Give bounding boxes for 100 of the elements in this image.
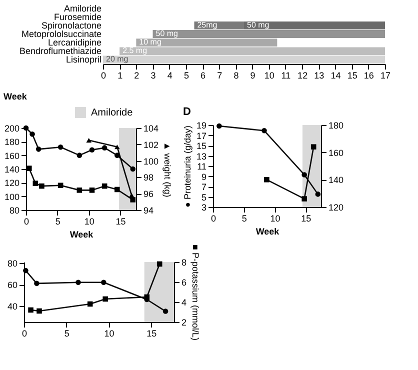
- y2-tick-label: 2: [182, 318, 187, 328]
- x-tick-label: 13: [314, 70, 324, 80]
- x-tick-label: 10: [84, 216, 94, 226]
- y2-tick-label: 102: [144, 140, 159, 150]
- x-tick-label: 14: [330, 70, 341, 80]
- annotation: 50 mg: [247, 20, 270, 30]
- y2-tick-label: 94: [144, 206, 154, 216]
- y-tick-label: 80: [9, 206, 20, 216]
- x-axis-title: Week: [70, 230, 94, 240]
- x-tick-label: 2: [134, 70, 140, 80]
- y2-tick-label: 120: [328, 202, 344, 212]
- point: [89, 147, 95, 153]
- point: [101, 280, 106, 285]
- x-tick-label: 5: [184, 70, 189, 80]
- x-tick-label: 1: [118, 70, 123, 80]
- y2-tick-label: 104: [144, 124, 159, 134]
- x-tick-label: 0: [24, 216, 30, 226]
- point: [58, 144, 64, 150]
- point: [36, 146, 42, 152]
- point: [102, 296, 108, 302]
- y-tick-label: 120: [4, 178, 20, 188]
- point: [23, 268, 28, 274]
- x-tick-label: 5: [242, 214, 247, 224]
- point: [162, 308, 168, 314]
- point: [86, 138, 92, 143]
- y-tick-label: Bendroflumethiazide: [19, 46, 102, 56]
- x-tick-label: 0: [100, 70, 106, 80]
- y-tick-label: 160: [4, 150, 20, 161]
- annotation: 2.5 mg: [122, 46, 148, 56]
- x-tick-label: 10: [270, 214, 280, 224]
- y2-tick-label: 140: [328, 175, 344, 186]
- x-tick-label: 4: [167, 70, 172, 80]
- point: [262, 128, 267, 134]
- point: [76, 152, 82, 158]
- bar: [152, 30, 385, 38]
- point: [128, 192, 134, 198]
- x-tick-label: 8: [234, 70, 239, 80]
- y-tick-label: 17: [196, 130, 206, 141]
- point: [28, 307, 34, 313]
- y2-tick-label: 180: [328, 120, 344, 130]
- x-tick-label: 7: [217, 70, 222, 80]
- point: [76, 280, 81, 285]
- x-tick-label: 17: [380, 70, 391, 80]
- y2-axis-title: ▲ weight (kg): [162, 142, 173, 198]
- y-tick-label: 40: [7, 301, 18, 312]
- y-tick-label: Lercanidipine: [48, 38, 102, 48]
- y2-tick-label: 160: [328, 148, 344, 158]
- chart-title: D: [182, 106, 191, 118]
- point: [302, 172, 307, 178]
- y-tick-label: 19: [196, 120, 206, 130]
- point: [89, 188, 95, 193]
- y-tick-label: 5: [201, 192, 206, 202]
- x-tick-label: 0: [22, 328, 28, 338]
- y2-axis-title: ■ P-potassium (mmol/L): [190, 244, 201, 340]
- annotation: 50 mg: [156, 29, 178, 38]
- point: [114, 144, 120, 150]
- point: [39, 183, 44, 189]
- point: [114, 152, 120, 158]
- y2-tick-label: 98: [144, 172, 154, 183]
- x-axis-title: Week: [4, 92, 28, 102]
- x-axis-title: Week: [256, 226, 280, 236]
- point: [264, 177, 270, 182]
- point: [32, 180, 38, 186]
- y-tick-label: Amiloride: [64, 3, 102, 14]
- y-tick-label: 140: [4, 164, 20, 174]
- y-tick-label: Furosemide: [54, 12, 102, 22]
- annotation: 25mg: [197, 20, 218, 30]
- y-tick-label: 100: [4, 192, 20, 202]
- y2-tick-label: 4: [182, 298, 187, 308]
- bar: [136, 38, 278, 47]
- y2-tick-label: 6: [182, 278, 187, 288]
- x-tick-label: 16: [364, 70, 374, 80]
- legend-label: Amiloride: [91, 108, 134, 118]
- y-tick-label: 7: [201, 182, 206, 192]
- y2-tick-label: 8: [182, 258, 187, 268]
- y-tick-label: 200: [4, 124, 20, 134]
- point: [310, 144, 316, 150]
- x-tick-label: 15: [301, 214, 312, 224]
- point: [144, 294, 150, 300]
- point: [36, 308, 42, 314]
- point: [315, 192, 321, 197]
- y-tick-label: Lisinopril: [66, 54, 102, 65]
- annotation: 10 mg: [139, 38, 162, 47]
- x-tick-label: 15: [347, 70, 358, 80]
- y-tick-label: 15: [196, 141, 206, 151]
- annotation: 20 mg: [106, 54, 128, 64]
- x-tick-label: 6: [200, 70, 206, 80]
- y2-tick-label: 96: [144, 189, 154, 200]
- x-tick-label: 12: [298, 70, 308, 80]
- x-tick-label: 11: [281, 70, 291, 80]
- y-tick-label: 11: [197, 162, 206, 172]
- bar: [244, 21, 385, 30]
- x-tick-label: 0: [210, 214, 216, 224]
- y-tick-label: 60: [7, 280, 18, 290]
- x-tick-label: 10: [104, 328, 114, 338]
- y2-tick-label: 100: [144, 156, 159, 166]
- y-tick-label: 80: [7, 258, 18, 269]
- bar: [120, 47, 385, 56]
- x-tick-label: 15: [146, 328, 157, 338]
- point: [30, 132, 35, 137]
